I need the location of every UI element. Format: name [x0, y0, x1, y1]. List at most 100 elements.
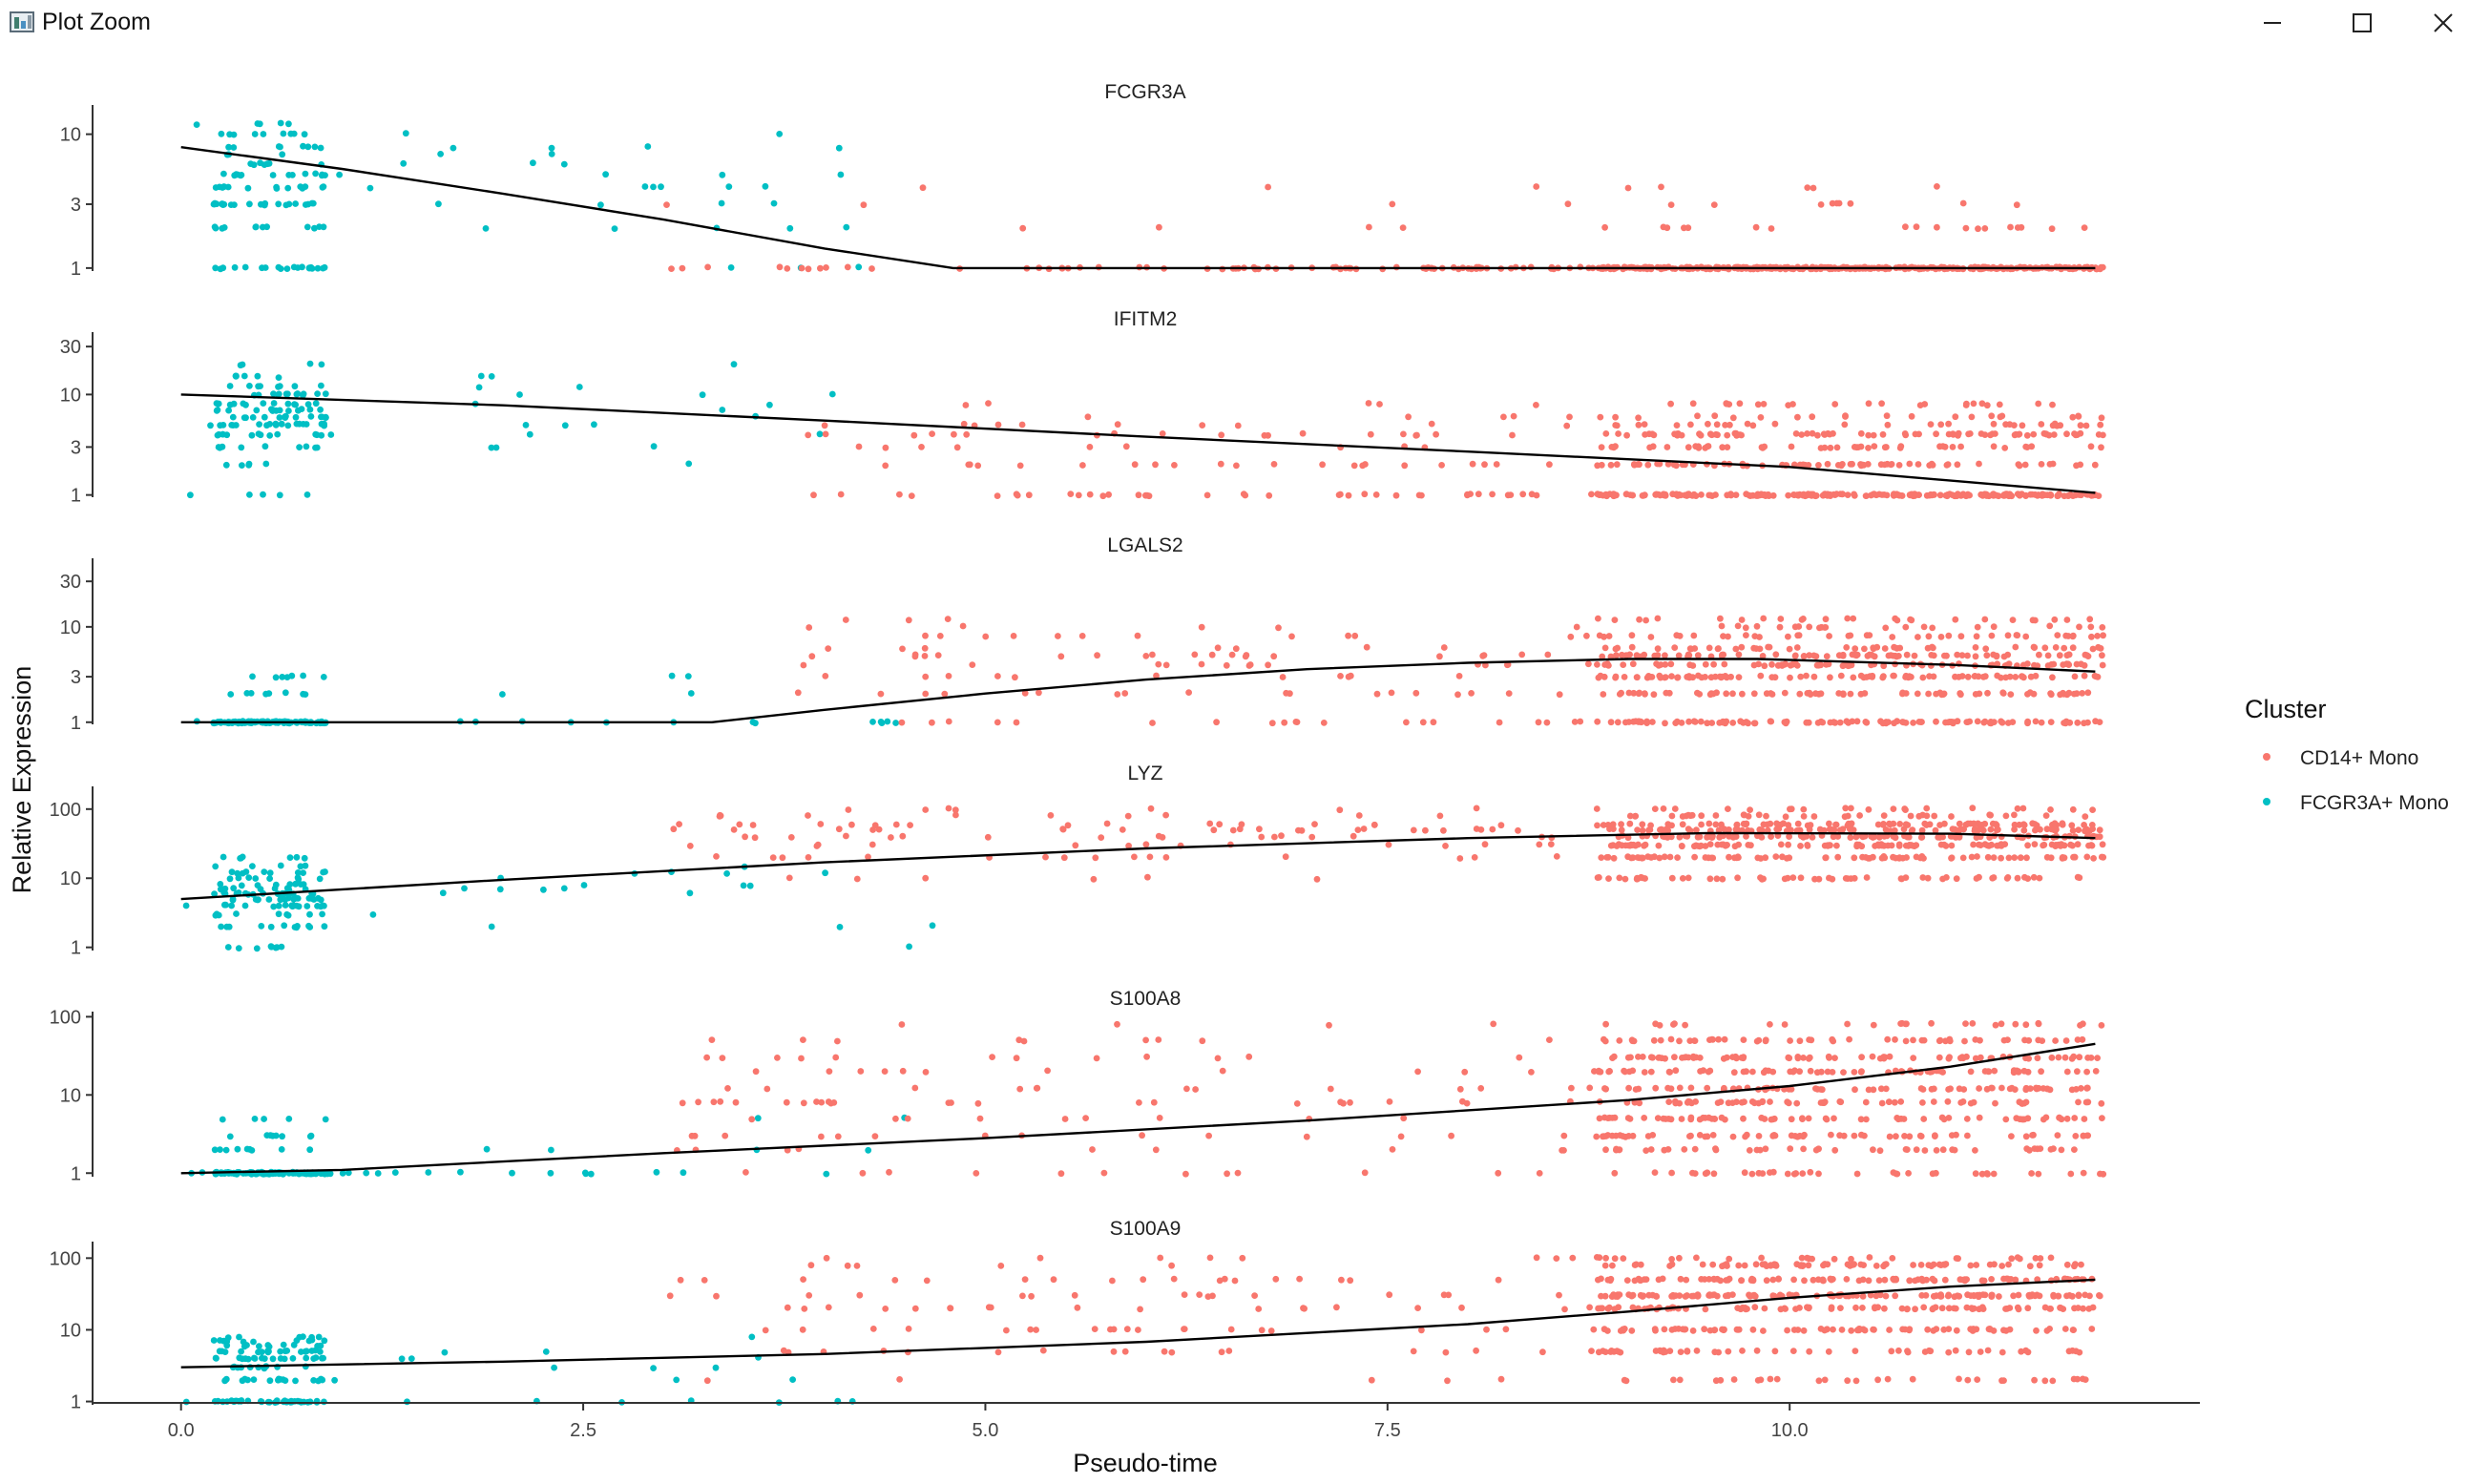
- point-cd14-mono: [1868, 832, 1874, 840]
- point-fcgr3a-mono: [228, 868, 236, 876]
- point-cd14-mono: [1833, 842, 1840, 849]
- point-cd14-mono: [1347, 672, 1354, 679]
- point-cd14-mono: [1265, 661, 1271, 669]
- point-fcgr3a-mono: [339, 1170, 346, 1177]
- maximize-button[interactable]: [2329, 0, 2396, 46]
- close-button[interactable]: [2410, 0, 2469, 46]
- point-cd14-mono: [1430, 719, 1437, 726]
- point-cd14-mono: [800, 1099, 807, 1107]
- point-cd14-mono: [1319, 461, 1326, 469]
- point-cd14-mono: [2054, 1132, 2061, 1139]
- point-cd14-mono: [1121, 1348, 1129, 1355]
- point-cd14-mono: [1733, 822, 1741, 828]
- point-cd14-mono: [1999, 690, 2007, 697]
- point-cd14-mono: [1901, 430, 1909, 437]
- point-cd14-mono: [1953, 1327, 1960, 1334]
- point-cd14-mono: [1734, 1305, 1742, 1311]
- point-cd14-mono: [898, 1021, 906, 1028]
- point-cd14-mono: [1964, 820, 1972, 827]
- point-cd14-mono: [2070, 690, 2078, 698]
- point-cd14-mono: [1771, 420, 1779, 428]
- point-cd14-mono: [1643, 718, 1650, 725]
- point-fcgr3a-mono: [267, 943, 275, 950]
- point-fcgr3a-mono: [218, 130, 225, 137]
- point-cd14-mono: [994, 673, 1001, 679]
- point-cd14-mono: [1401, 462, 1409, 470]
- point-fcgr3a-mono: [234, 1145, 241, 1153]
- point-cd14-mono: [2092, 718, 2100, 725]
- point-fcgr3a-mono: [226, 1133, 234, 1140]
- point-cd14-mono: [1754, 401, 1762, 408]
- point-cd14-mono: [2091, 461, 2099, 469]
- point-cd14-mono: [2068, 1086, 2076, 1094]
- point-cd14-mono: [1820, 1099, 1828, 1106]
- point-cd14-mono: [2004, 632, 2012, 639]
- point-cd14-mono: [1978, 1170, 1986, 1178]
- point-cd14-mono: [1577, 718, 1584, 725]
- point-cd14-mono: [941, 690, 949, 698]
- point-cd14-mono: [1750, 1291, 1758, 1299]
- point-cd14-mono: [973, 1170, 980, 1177]
- point-cd14-mono: [1469, 460, 1476, 468]
- point-cd14-mono: [1815, 1377, 1823, 1385]
- point-cd14-mono: [1657, 1036, 1664, 1044]
- point-cd14-mono: [1968, 853, 1976, 861]
- point-cd14-mono: [1714, 1099, 1722, 1106]
- point-cd14-mono: [1644, 853, 1652, 860]
- point-cd14-mono: [2002, 674, 2010, 681]
- point-cd14-mono: [1934, 223, 1940, 231]
- point-cd14-mono: [1214, 1055, 1222, 1062]
- point-cd14-mono: [1131, 853, 1138, 861]
- point-cd14-mono: [1363, 643, 1371, 651]
- point-cd14-mono: [1809, 413, 1816, 421]
- point-cd14-mono: [708, 1036, 716, 1043]
- point-fcgr3a-mono: [212, 1354, 220, 1362]
- point-fcgr3a-mono: [207, 422, 214, 429]
- point-cd14-mono: [1767, 1375, 1774, 1383]
- point-cd14-mono: [2063, 1068, 2071, 1076]
- point-cd14-mono: [2018, 223, 2025, 231]
- point-fcgr3a-mono: [300, 869, 306, 876]
- point-cd14-mono: [2096, 1292, 2103, 1299]
- point-cd14-mono: [717, 1097, 724, 1105]
- point-cd14-mono: [2100, 632, 2107, 639]
- point-cd14-mono: [2015, 1068, 2022, 1075]
- point-cd14-mono: [1775, 661, 1782, 669]
- y-axis-title: Relative Expression: [8, 666, 36, 894]
- point-fcgr3a-mono: [255, 383, 262, 390]
- minimize-button[interactable]: [2239, 0, 2306, 46]
- point-cd14-mono: [1585, 660, 1592, 668]
- point-cd14-mono: [1800, 805, 1808, 813]
- point-fcgr3a-mono: [699, 391, 706, 399]
- point-cd14-mono: [1682, 1021, 1688, 1029]
- point-cd14-mono: [2098, 414, 2105, 422]
- point-cd14-mono: [2087, 623, 2095, 631]
- point-cd14-mono: [799, 1326, 806, 1333]
- point-cd14-mono: [2039, 491, 2046, 499]
- point-cd14-mono: [2024, 1305, 2032, 1312]
- point-cd14-mono: [2000, 653, 2008, 660]
- point-cd14-mono: [2008, 1133, 2015, 1139]
- point-cd14-mono: [1976, 460, 1982, 468]
- point-cd14-mono: [800, 1276, 806, 1283]
- point-cd14-mono: [1800, 1145, 1807, 1153]
- point-cd14-mono: [679, 1099, 686, 1107]
- point-cd14-mono: [1948, 842, 1956, 849]
- point-cd14-mono: [1403, 719, 1410, 726]
- point-fcgr3a-mono: [727, 264, 735, 271]
- point-fcgr3a-mono: [284, 400, 292, 408]
- point-cd14-mono: [1915, 461, 1922, 468]
- point-cd14-mono: [1679, 813, 1686, 820]
- point-cd14-mono: [713, 1292, 720, 1300]
- point-cd14-mono: [785, 874, 793, 882]
- point-cd14-mono: [1710, 660, 1717, 668]
- point-cd14-mono: [1757, 874, 1764, 881]
- point-cd14-mono: [1763, 1277, 1770, 1285]
- point-cd14-mono: [1800, 1327, 1808, 1334]
- point-cd14-mono: [1715, 826, 1723, 834]
- point-cd14-mono: [1895, 854, 1903, 862]
- point-fcgr3a-mono: [285, 200, 293, 208]
- point-fcgr3a-mono: [262, 460, 270, 468]
- point-cd14-mono: [1753, 1037, 1761, 1045]
- point-cd14-mono: [1397, 1133, 1405, 1140]
